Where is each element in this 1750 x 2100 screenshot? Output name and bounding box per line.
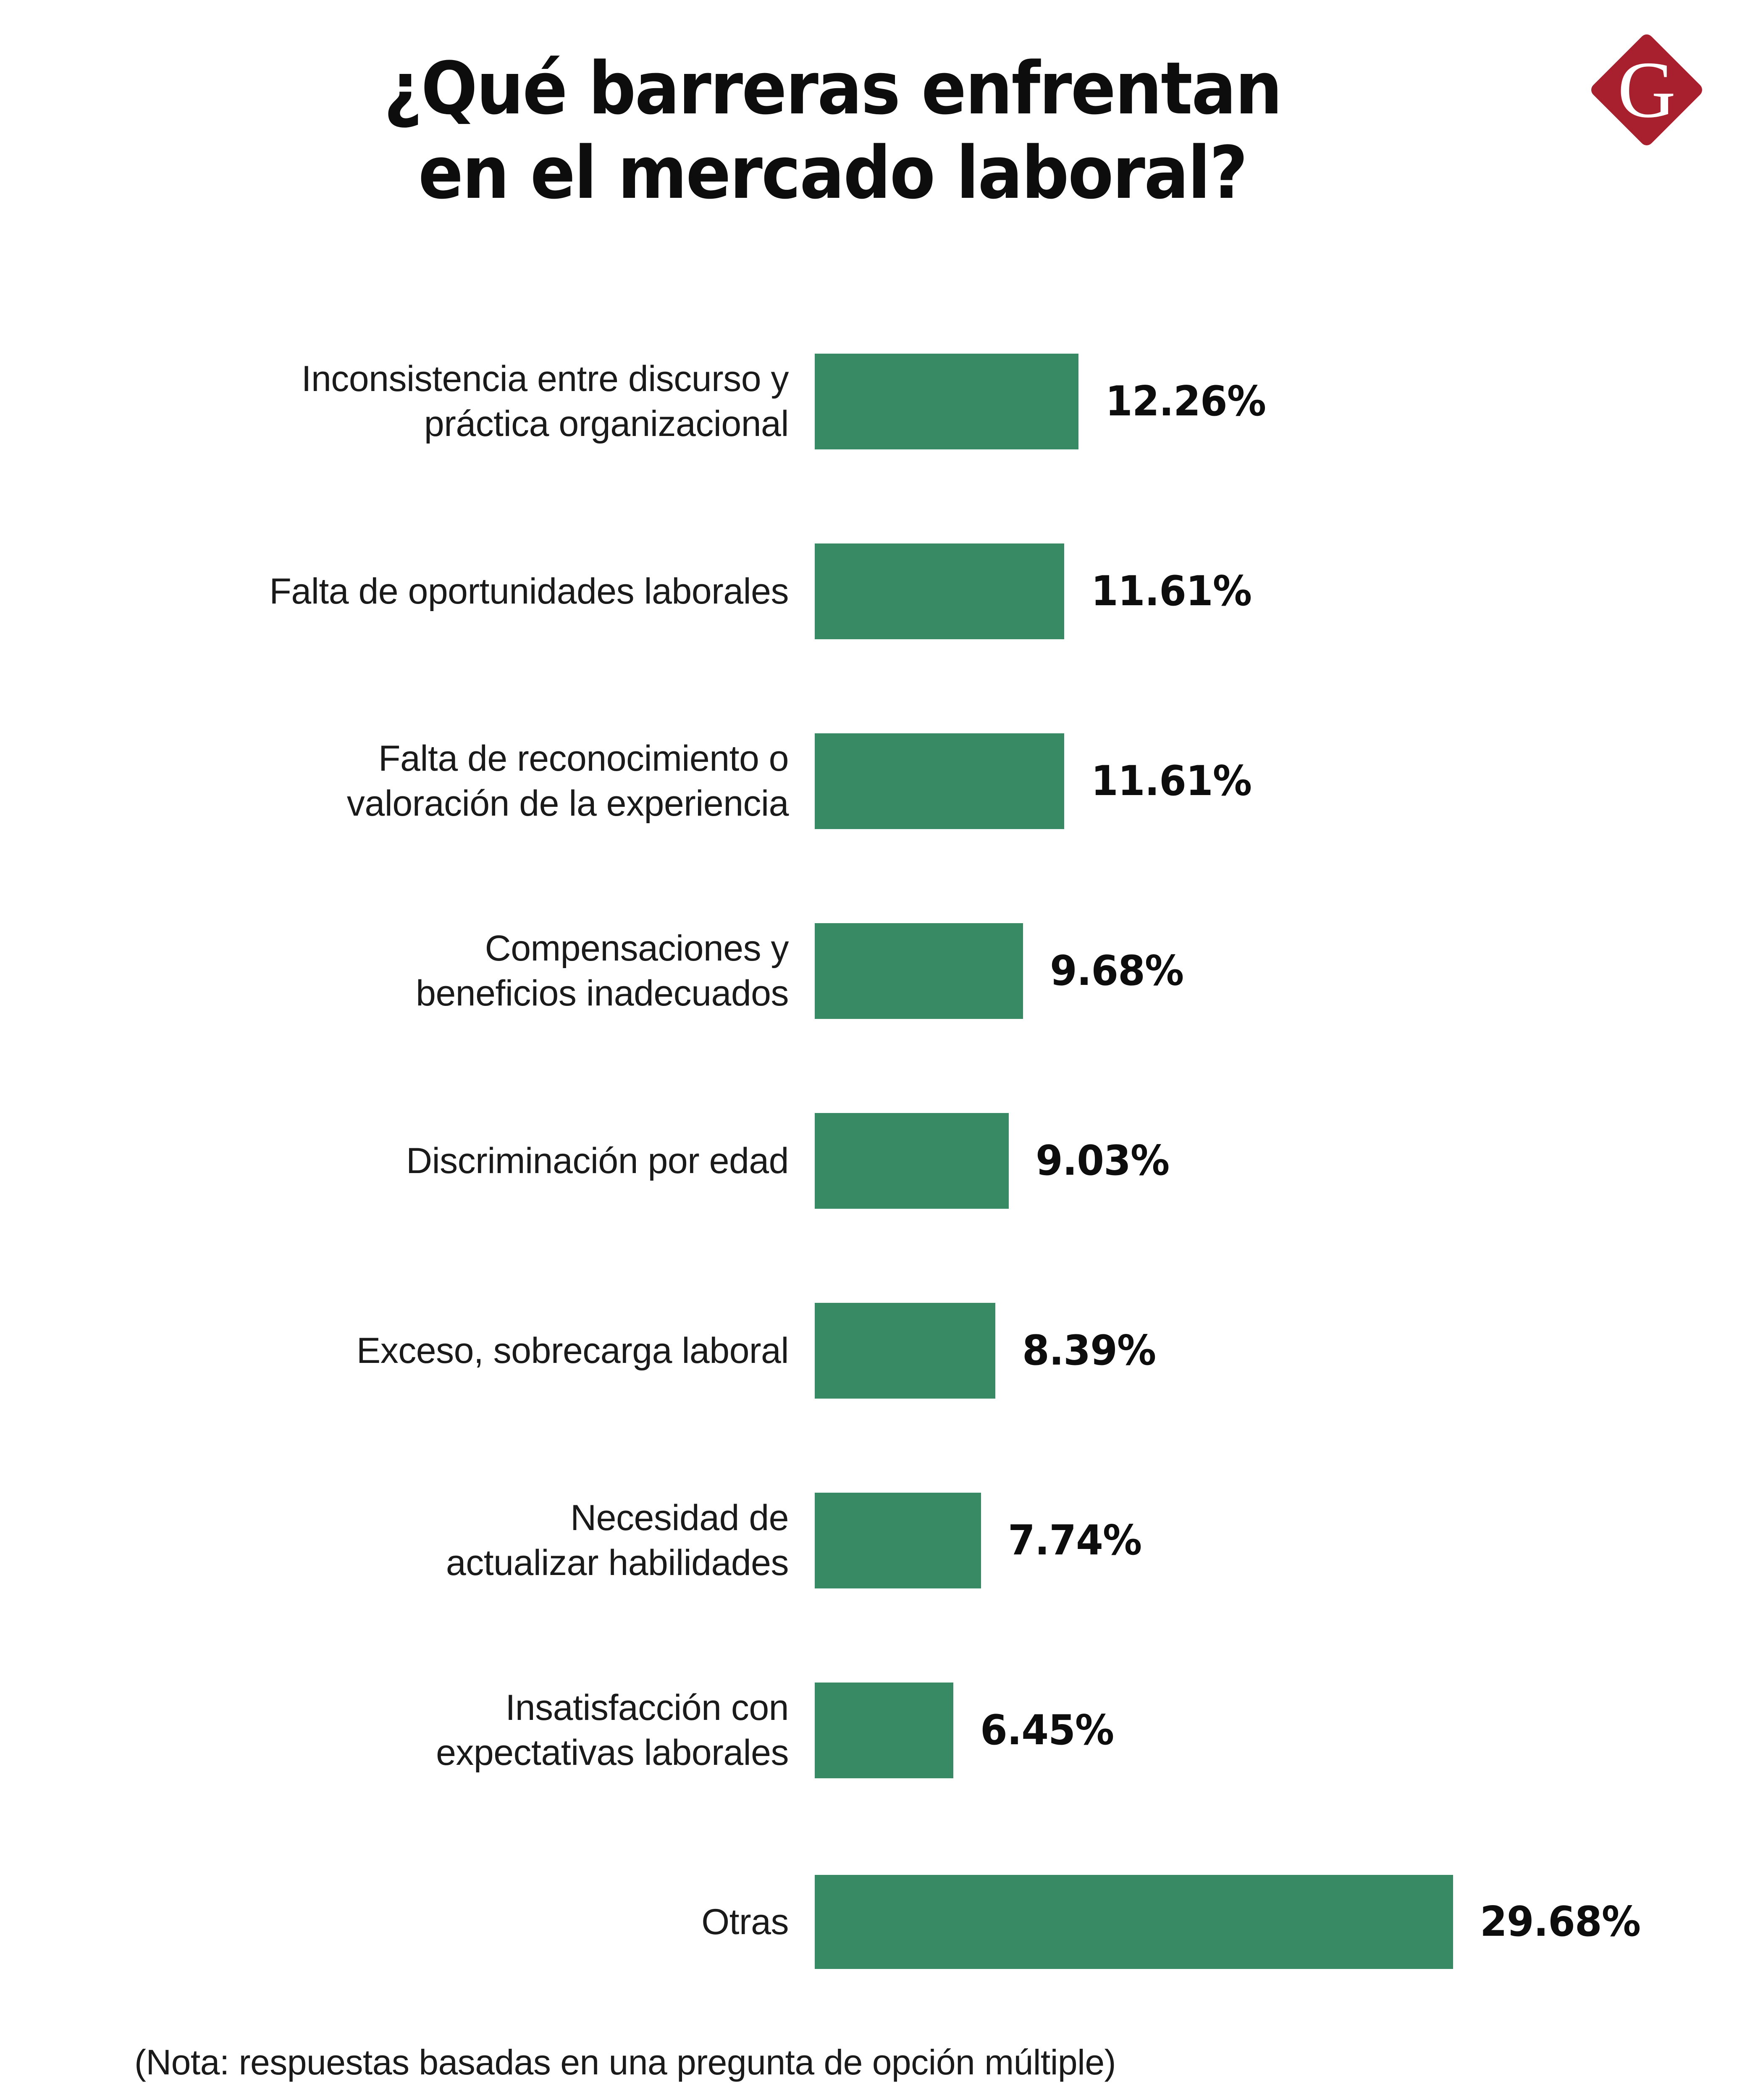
value-bar [815, 543, 1065, 639]
chart-row: Exceso, sobrecarga laboral 8.39% [0, 1256, 1750, 1446]
category-label: Falta de reconocimiento o valoración de … [346, 738, 789, 824]
bar-area: 12.26% [815, 307, 1750, 496]
category-label: Otras [701, 1901, 789, 1942]
category-label: Exceso, sobrecarga laboral [356, 1330, 789, 1371]
bar-area: 8.39% [815, 1256, 1750, 1446]
value-label: 12.26% [1105, 378, 1266, 425]
value-bar [815, 1113, 1009, 1209]
chart-row: Insatisfacción con expectativas laborale… [0, 1635, 1750, 1825]
chart-row: Falta de reconocimiento o valoración de … [0, 686, 1750, 876]
infographic-header: ¿Qué barreras enfrentan en el mercado la… [0, 0, 1750, 302]
chart-row: Falta de oportunidades laborales 11.61% [0, 496, 1750, 686]
bar-area: 11.61% [815, 686, 1750, 876]
logo-letter-g: G [1617, 45, 1676, 134]
brand-logo: G [1588, 32, 1705, 148]
bar-area: 6.45% [815, 1635, 1750, 1825]
chart-row: Necesidad de actualizar habilidades 7.74% [0, 1446, 1750, 1635]
value-label: 6.45% [980, 1706, 1114, 1754]
page-title: ¿Qué barreras enfrentan en el mercado la… [383, 46, 1283, 215]
bar-area: 7.74% [815, 1446, 1750, 1635]
value-label: 29.68% [1480, 1898, 1641, 1946]
value-bar [815, 1683, 954, 1778]
bar-area: 29.68% [815, 1825, 1750, 2019]
chart-row: Discriminación por edad 9.03% [0, 1066, 1750, 1256]
chart-row: Inconsistencia entre discurso y práctica… [0, 307, 1750, 496]
value-label: 9.03% [1036, 1137, 1170, 1185]
chart-row: Otras 29.68% [0, 1825, 1750, 2019]
bar-area: 11.61% [815, 496, 1750, 686]
value-label: 11.61% [1091, 567, 1252, 615]
value-bar [815, 354, 1078, 449]
bar-area: 9.03% [815, 1066, 1750, 1256]
value-label: 9.68% [1049, 947, 1184, 995]
category-label: Necesidad de actualizar habilidades [446, 1498, 789, 1583]
chart-note: (Nota: respuestas basadas en una pregunt… [134, 2042, 1116, 2082]
bar-area: 9.68% [815, 876, 1750, 1066]
category-label: Compensaciones y beneficios inadecuados [416, 928, 789, 1013]
category-label: Falta de oportunidades laborales [269, 571, 789, 612]
value-label: 8.39% [1022, 1327, 1156, 1375]
bar-chart: Inconsistencia entre discurso y práctica… [0, 307, 1750, 2019]
category-label: Insatisfacción con expectativas laborale… [436, 1688, 789, 1773]
value-bar [815, 1493, 981, 1588]
chart-row: Compensaciones y beneficios inadecuados 9… [0, 876, 1750, 1066]
category-label: Inconsistencia entre discurso y práctica… [301, 359, 789, 444]
value-bar [815, 1303, 995, 1399]
value-bar [815, 1875, 1453, 1969]
value-bar [815, 733, 1065, 829]
value-label: 7.74% [1008, 1517, 1142, 1564]
value-bar [815, 923, 1023, 1019]
value-label: 11.61% [1091, 757, 1252, 805]
category-label: Discriminación por edad [406, 1140, 789, 1181]
